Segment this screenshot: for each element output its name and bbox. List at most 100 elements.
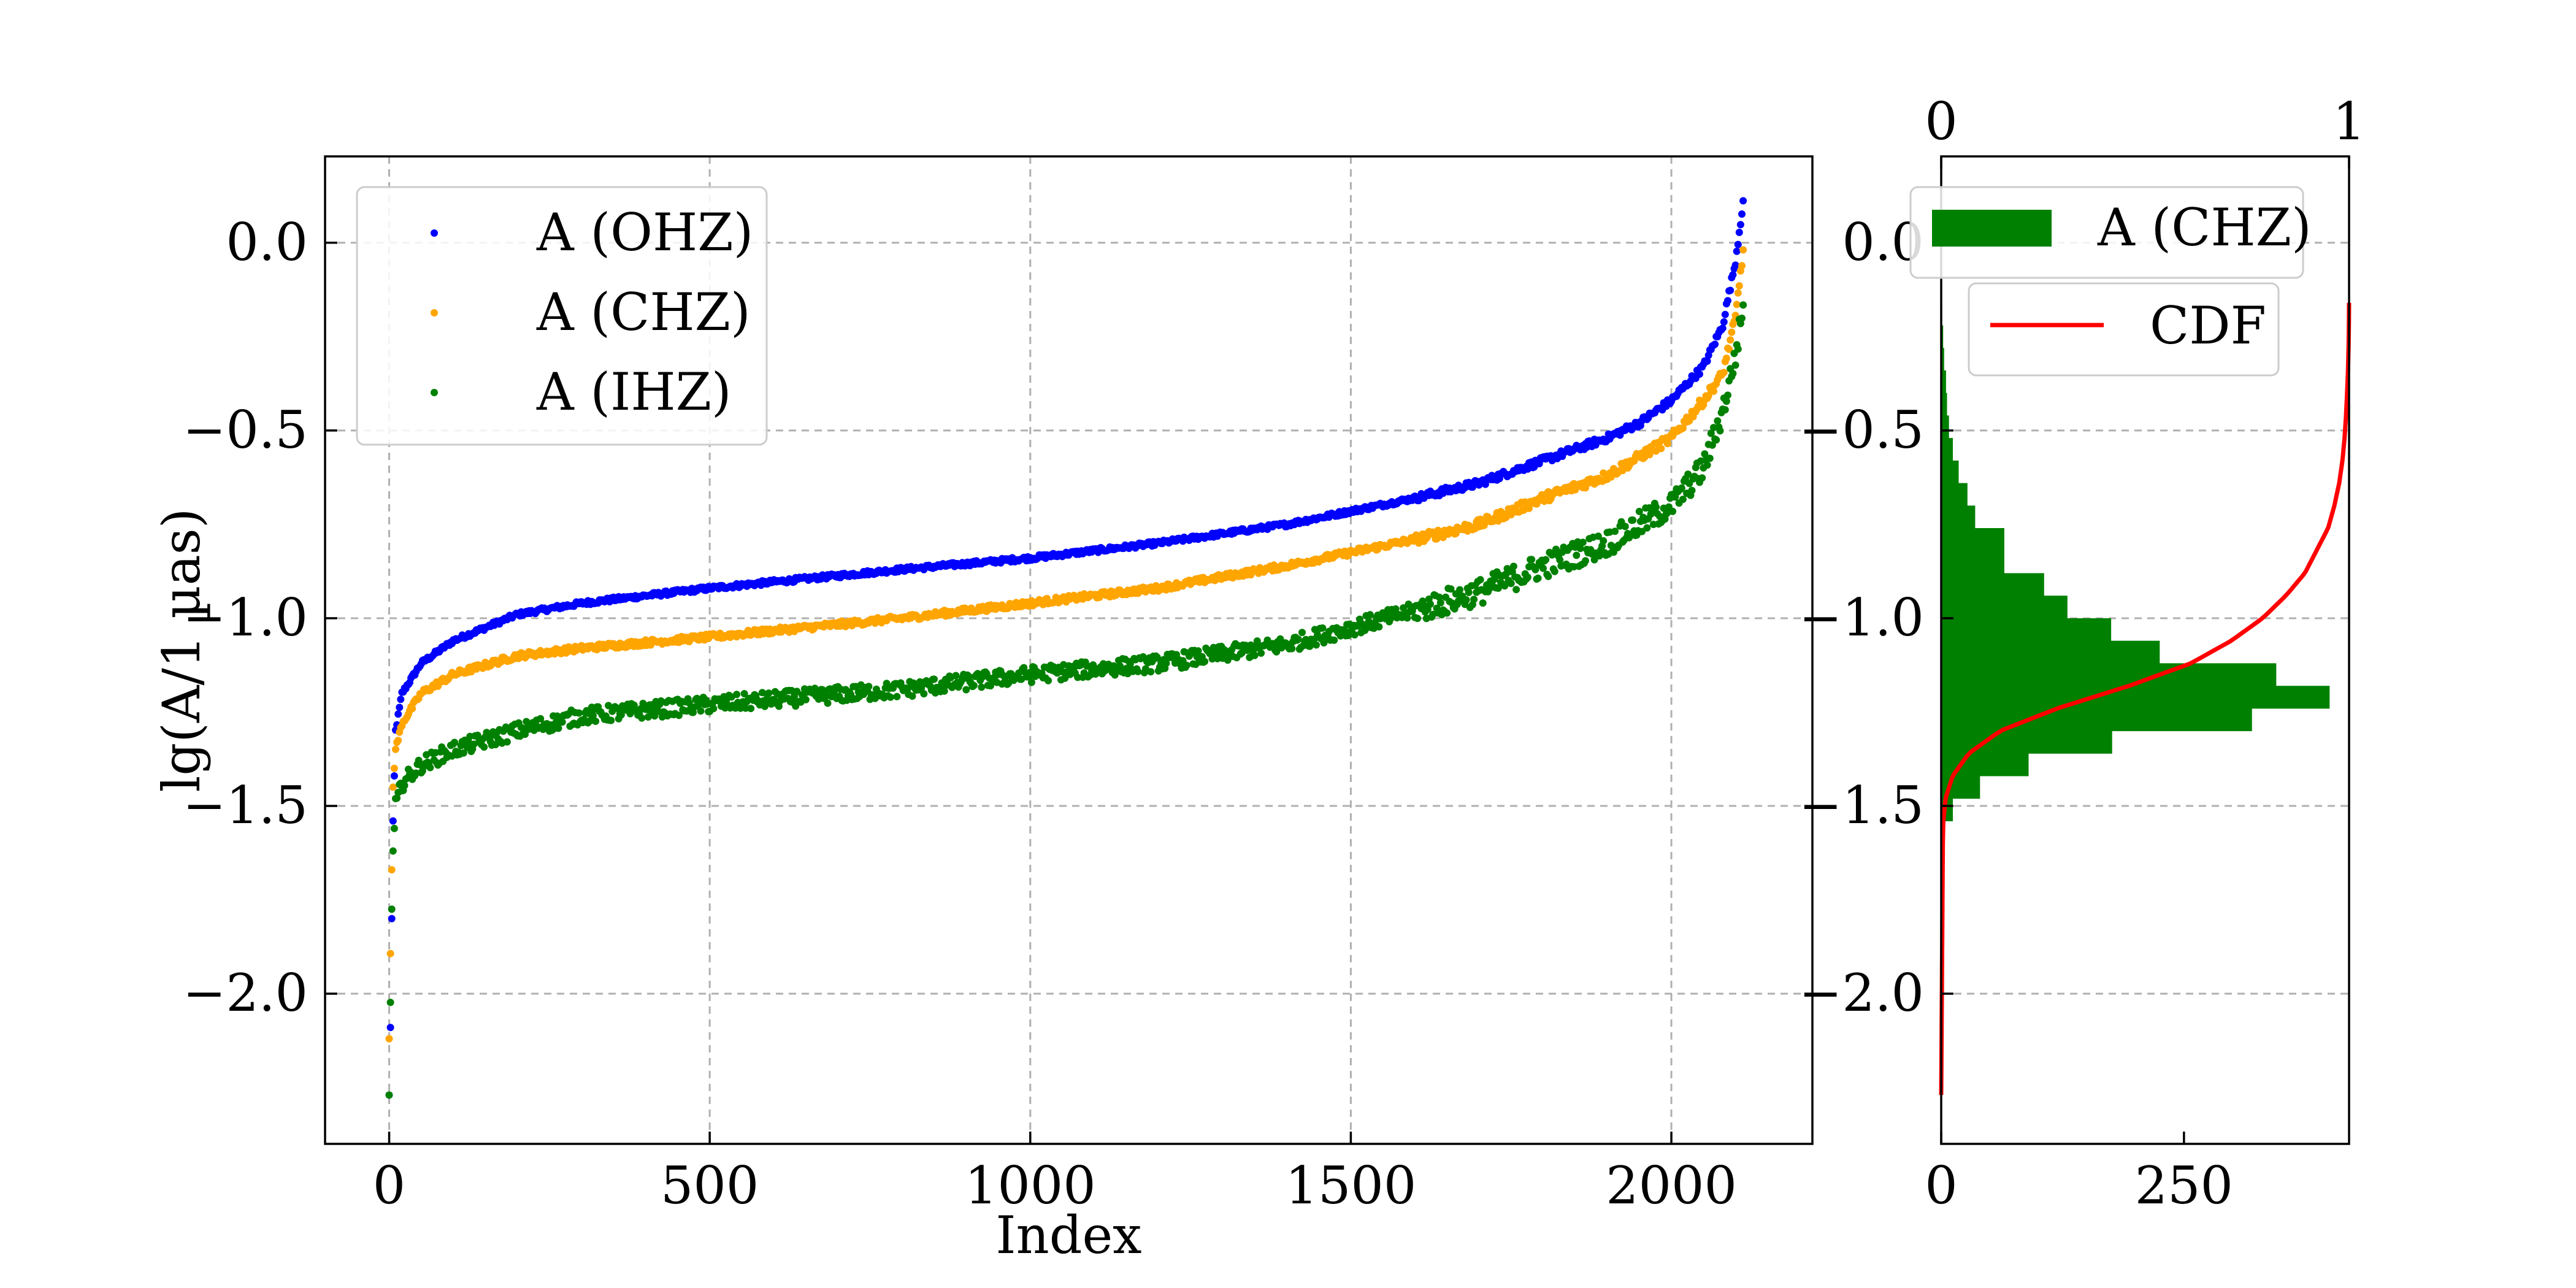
data-point — [1288, 645, 1296, 653]
data-point — [1507, 580, 1515, 588]
data-point — [1436, 599, 1444, 607]
data-point — [886, 693, 894, 701]
legend-label-ihz: A (IHZ) — [536, 362, 732, 422]
main-legend-box — [356, 186, 768, 446]
data-point — [1313, 641, 1320, 649]
data-point — [1696, 370, 1703, 378]
data-point — [521, 730, 529, 738]
y-axis-label: lg(A/1 µas) — [151, 508, 212, 792]
series-a-ihz-points — [385, 301, 1747, 1099]
data-point — [1663, 440, 1671, 448]
data-point — [1600, 469, 1608, 477]
data-point — [1201, 657, 1209, 665]
data-point — [1728, 328, 1736, 336]
data-point — [523, 718, 531, 726]
data-point — [1443, 609, 1451, 617]
data-point — [908, 692, 916, 700]
data-point — [389, 847, 397, 855]
data-point — [1708, 441, 1716, 449]
data-point — [1366, 611, 1374, 619]
data-point — [761, 702, 769, 710]
data-point — [978, 683, 986, 691]
data-point — [1294, 635, 1302, 643]
data-point — [1701, 450, 1709, 458]
data-point — [393, 794, 401, 802]
data-point — [1579, 539, 1587, 546]
data-point — [1688, 486, 1696, 494]
data-point — [617, 711, 625, 719]
histogram-bar — [1941, 415, 1949, 439]
data-point — [1727, 286, 1735, 294]
data-point — [1465, 588, 1473, 596]
legend-marker-ohz — [431, 229, 438, 237]
histogram-bars — [1941, 302, 2330, 844]
data-point — [1074, 673, 1082, 681]
histogram-x-tick-label: 250 — [2135, 1156, 2233, 1216]
data-point — [685, 699, 693, 707]
data-point — [1479, 599, 1487, 607]
histogram-bar — [1941, 730, 2112, 754]
data-point — [1657, 445, 1665, 453]
data-point — [1509, 562, 1517, 570]
data-point — [1045, 677, 1052, 684]
data-point — [638, 714, 646, 722]
data-point — [503, 738, 511, 746]
histogram-x-tick-label: 0 — [1925, 1156, 1957, 1216]
data-point — [1387, 615, 1395, 623]
legend-label-cdf: CDF — [2150, 296, 2266, 356]
y-tick-label: −1.0 — [183, 588, 308, 648]
data-point — [1470, 596, 1478, 604]
main-axes-frame — [324, 155, 1814, 1145]
data-point — [1594, 532, 1602, 540]
data-point — [1679, 496, 1687, 504]
data-point — [575, 709, 583, 717]
data-point — [1733, 247, 1741, 255]
data-point — [1734, 289, 1742, 297]
data-point — [401, 781, 408, 789]
data-point — [1147, 668, 1155, 676]
data-point — [930, 675, 938, 683]
histogram-bar — [1941, 483, 1968, 506]
data-point — [630, 701, 638, 709]
data-point — [1392, 605, 1400, 613]
data-point — [1476, 576, 1484, 584]
histogram-legend: A (CHZ) — [1909, 186, 2312, 279]
data-point — [1375, 623, 1383, 631]
data-point — [1582, 484, 1589, 492]
data-point — [1739, 301, 1747, 309]
histogram-bar — [1941, 348, 1944, 371]
data-point — [1490, 575, 1498, 583]
data-point — [697, 707, 705, 715]
legend-label-chz: A (CHZ) — [536, 282, 751, 342]
data-point — [1729, 370, 1737, 377]
data-point — [1734, 240, 1742, 248]
histogram-bar — [1941, 370, 1946, 394]
histogram-bar — [1941, 550, 2004, 573]
data-point — [605, 702, 612, 710]
data-point — [1573, 551, 1581, 559]
data-point — [480, 743, 488, 751]
data-point — [558, 718, 566, 726]
data-point — [747, 705, 755, 713]
data-point — [408, 705, 416, 713]
histogram-y-tick-label: −2.0 — [1799, 963, 1924, 1023]
data-point — [1720, 318, 1728, 326]
data-point — [386, 949, 394, 957]
data-point — [1734, 345, 1742, 353]
main-scatter-plot: 0 500 1000 1500 2000 0.0 −0.5 −1.0 −1.5 −2.0 Inde… — [151, 155, 1814, 1265]
data-point — [589, 711, 597, 719]
data-point — [1611, 527, 1619, 535]
data-point — [1738, 314, 1746, 322]
data-point — [1556, 556, 1564, 564]
data-point — [390, 772, 398, 780]
series-a-ohz-points — [385, 197, 1747, 1099]
data-point — [1635, 507, 1643, 515]
data-point — [1716, 427, 1724, 435]
data-point — [1735, 228, 1743, 236]
data-point — [970, 681, 978, 689]
y-tick-label: −2.0 — [183, 963, 308, 1023]
histogram-bar — [1941, 393, 1947, 416]
data-point — [1698, 474, 1706, 482]
histogram-bar — [1941, 460, 1959, 484]
data-point — [1224, 656, 1232, 664]
